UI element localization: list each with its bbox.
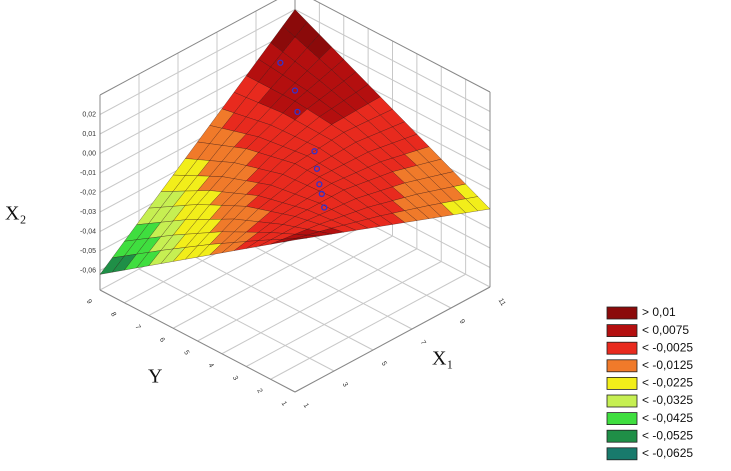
data-point [318, 190, 325, 198]
floor-grid-line [197, 235, 393, 342]
y-tick-label: 9 [85, 298, 93, 305]
surface-patch [392, 158, 491, 217]
z-tick-label: -0,04 [80, 228, 96, 235]
wall-grid-line [294, 9, 491, 112]
y-tick-label: 5 [182, 349, 190, 356]
x-tick-label: 7 [419, 339, 427, 346]
legend-label: < -0,0625 [642, 446, 693, 460]
legend-label: < -0,0325 [642, 393, 693, 407]
data-point [321, 204, 328, 211]
data-point [313, 165, 321, 172]
data-point [311, 148, 318, 155]
surface-patch [245, 163, 345, 217]
legend-swatch [606, 412, 638, 426]
box-edge [99, 0, 278, 96]
y-axis-label: Y [148, 366, 162, 388]
z-tick-label: -0,03 [80, 209, 96, 216]
surface-patch [343, 109, 442, 172]
y-tick-label: 1 [280, 400, 288, 407]
surface-patch [148, 204, 247, 267]
z-tick-label: -0,02 [80, 189, 96, 196]
surface-patch [197, 148, 296, 207]
floor-grid-line [172, 222, 369, 329]
legend-label: < -0,0025 [642, 340, 693, 354]
z-tick-label: -0,01 [80, 170, 96, 177]
z-axis-label: X₂ [5, 203, 26, 225]
floor-grid-line [270, 273, 466, 380]
data-point [291, 87, 299, 94]
y-tick-label: 8 [109, 311, 117, 318]
legend-swatch [606, 429, 638, 443]
surface-patch [197, 75, 296, 149]
floor-grid-line [246, 261, 442, 367]
floor-grid-line [221, 248, 418, 355]
surface-patch [246, 216, 344, 249]
surface-patch [148, 141, 247, 209]
x-tick-label: 3 [341, 381, 349, 388]
x-tick-label: 11 [497, 297, 507, 307]
z-tick-label: 0,01 [82, 131, 96, 138]
y-tick-label: 2 [255, 388, 263, 395]
surface-patch [245, 100, 345, 164]
data-point [277, 59, 284, 66]
x-tick-label: 1 [302, 402, 310, 409]
wall-grid-line [99, 9, 296, 115]
surface-patch [343, 171, 442, 225]
legend-label: < -0,0425 [642, 411, 693, 425]
legend-swatch [606, 447, 638, 461]
z-tick-label: -0,05 [80, 248, 96, 255]
surface-cell [282, 237, 308, 243]
legend-label: < -0,0125 [642, 358, 693, 372]
legend-swatch [606, 324, 638, 338]
legend-label: < -0,0525 [642, 428, 693, 442]
surface-patch [196, 206, 296, 258]
data-point [294, 108, 301, 116]
legend-label: < 0,0075 [642, 323, 689, 337]
surface-patch [245, 9, 345, 102]
legend-label: < -0,0225 [642, 376, 693, 390]
z-tick-label: 0,02 [82, 111, 96, 118]
surface [99, 9, 491, 275]
surface-patch [294, 189, 394, 233]
legend-swatch [606, 394, 638, 408]
x-tick-label: 5 [380, 360, 388, 367]
legend-swatch [606, 341, 638, 355]
legend-swatch [606, 376, 638, 390]
foreground: 1357911123456789-0,06-0,05-0,04-0,03-0,0… [80, 59, 693, 461]
y-tick-label: 4 [207, 362, 215, 369]
data-point [316, 181, 323, 188]
box-edge [294, 286, 491, 393]
wall-grid-line [99, 28, 296, 135]
z-tick-label: -0,06 [80, 267, 96, 274]
x-tick-label: 9 [458, 318, 466, 325]
y-tick-label: 7 [133, 324, 141, 331]
box-edge [313, 0, 491, 93]
y-tick-label: 6 [158, 337, 166, 344]
legend-swatch [606, 306, 638, 320]
box-edge [99, 289, 296, 393]
z-tick-label: 0,00 [82, 150, 96, 157]
legend-swatch [606, 359, 638, 373]
legend-label: > 0,01 [642, 305, 676, 319]
surface-patch [99, 204, 198, 275]
y-tick-label: 3 [231, 375, 239, 382]
x-axis-label: X₁ [432, 348, 453, 370]
